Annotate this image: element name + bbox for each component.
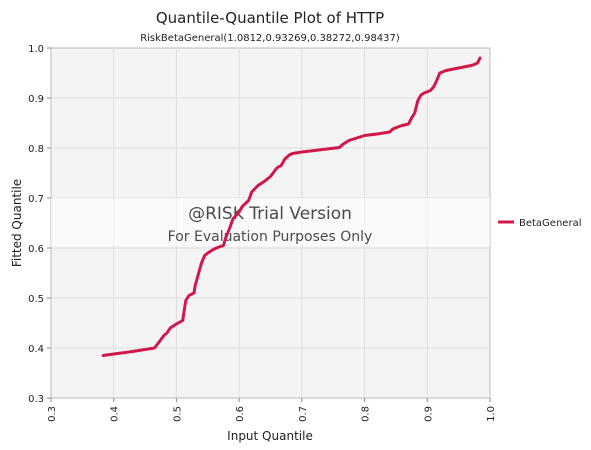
y-tick-label: 0.9 [28,94,44,105]
watermark-band [51,198,490,246]
series-layer [101,56,482,357]
chart-subtitle: RiskBetaGeneral(1.0812,0.93269,0.38272,0… [140,33,400,44]
y-tick-label: 0.7 [28,194,44,205]
x-tick-label: 0.8 [361,406,372,422]
series-line-betageneral [101,56,482,357]
chart-title: Quantile-Quantile Plot of HTTP [156,9,384,27]
x-axis-ticks: 0.3 0.4 0.5 0.6 0.7 0.8 0.9 1.0 [47,398,497,422]
legend-label: BetaGeneral [519,218,581,229]
x-tick-label: 0.5 [172,406,183,422]
x-tick-label: 1.0 [486,406,497,422]
x-tick-label: 0.7 [298,406,309,422]
x-axis-label: Input Quantile [227,429,313,443]
watermark-subtitle: For Evaluation Purposes Only [168,229,373,245]
y-axis-label: Fitted Quantile [10,179,24,267]
legend: BetaGeneral [498,218,581,229]
y-tick-label: 0.5 [28,294,44,305]
y-axis-ticks: 0.3 0.4 0.5 0.6 0.7 0.8 0.9 1.0 [28,44,51,405]
x-tick-label: 0.3 [47,406,58,422]
y-tick-label: 0.4 [28,344,44,355]
x-tick-label: 0.4 [110,406,121,422]
y-tick-label: 0.8 [28,144,44,155]
x-tick-label: 0.6 [235,406,246,422]
y-tick-label: 1.0 [28,44,44,55]
y-tick-label: 0.3 [28,394,44,405]
watermark-title: @RISK Trial Version [188,204,352,224]
x-tick-label: 0.9 [423,406,434,422]
y-tick-label: 0.6 [28,244,44,255]
